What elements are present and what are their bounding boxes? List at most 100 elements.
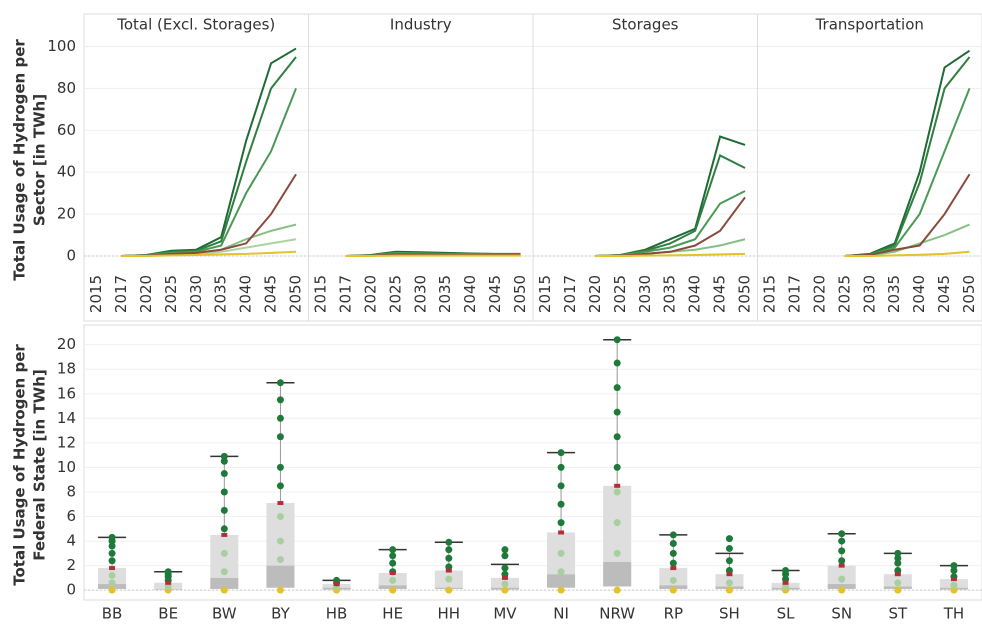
x-tick-label: RP	[664, 605, 683, 623]
data-point	[221, 587, 228, 594]
data-point	[558, 587, 565, 594]
x-tick-label: 2040	[686, 275, 704, 313]
facet-title: Transportation	[815, 16, 924, 34]
data-point	[894, 550, 901, 557]
data-point	[277, 482, 284, 489]
x-tick-label: TH	[943, 605, 964, 623]
data-point	[670, 550, 677, 557]
data-point	[445, 576, 452, 583]
x-tick-label: 2015	[536, 275, 554, 313]
data-point	[726, 545, 733, 552]
data-point	[221, 550, 228, 557]
box-lower	[266, 566, 294, 588]
data-point	[277, 587, 284, 594]
data-point	[277, 379, 284, 386]
x-tick-label: 2040	[461, 275, 479, 313]
data-point	[670, 540, 677, 547]
data-point	[277, 396, 284, 403]
x-tick-label: NI	[553, 605, 569, 623]
x-tick-label: SH	[719, 605, 740, 623]
data-point	[614, 519, 621, 526]
mean-mark	[558, 530, 564, 534]
data-point	[614, 488, 621, 495]
x-tick-label: HH	[438, 605, 461, 623]
mean-mark	[165, 581, 171, 585]
data-point	[558, 482, 565, 489]
x-tick-label: ST	[888, 605, 908, 623]
data-point	[445, 546, 452, 553]
data-point	[445, 555, 452, 562]
x-tick-label: 2030	[187, 275, 205, 313]
x-tick-label: BB	[102, 605, 123, 623]
data-point	[614, 384, 621, 391]
x-tick-label: 2030	[411, 275, 429, 313]
data-point	[501, 581, 508, 588]
y-tick-label: 14	[57, 409, 76, 427]
x-tick-label: 2045	[935, 275, 953, 313]
facet-title: Storages	[612, 16, 679, 34]
x-tick-label: 2030	[636, 275, 654, 313]
x-tick-label: 2020	[361, 275, 379, 313]
data-point	[614, 433, 621, 440]
data-point	[670, 577, 677, 584]
x-tick-label: 2025	[162, 275, 180, 313]
data-point	[838, 530, 845, 537]
x-tick-label: 2025	[386, 275, 404, 313]
y-tick-label: 18	[57, 360, 76, 378]
data-point	[838, 576, 845, 583]
x-tick-label: MV	[493, 605, 517, 623]
facet-title: Industry	[390, 16, 452, 34]
data-point	[277, 433, 284, 440]
x-tick-label: 2050	[736, 275, 754, 313]
data-point	[614, 336, 621, 343]
x-tick-label: BW	[212, 605, 237, 623]
x-tick-label: 2025	[835, 275, 853, 313]
y-tick-label: 2	[66, 556, 76, 574]
data-point	[501, 552, 508, 559]
data-point	[614, 409, 621, 416]
data-point	[501, 565, 508, 572]
data-point	[109, 550, 116, 557]
x-tick-label: BY	[271, 605, 290, 623]
mean-mark	[783, 581, 789, 585]
data-point	[894, 587, 901, 594]
y-tick-label: 16	[57, 384, 76, 402]
data-point	[109, 572, 116, 579]
x-tick-label: 2035	[885, 275, 903, 313]
box-lower	[547, 574, 575, 588]
mean-mark	[277, 501, 283, 505]
data-point	[165, 568, 172, 575]
x-tick-label: 2035	[436, 275, 454, 313]
data-point	[221, 507, 228, 514]
x-tick-label: 2050	[511, 275, 529, 313]
mean-mark	[502, 576, 508, 580]
x-tick-label: 2025	[611, 275, 629, 313]
mean-mark	[109, 566, 115, 570]
y-axis-title: Total Usage of Hydrogen per	[11, 344, 29, 586]
y-tick-label: 60	[57, 121, 76, 139]
data-point	[614, 587, 621, 594]
data-point	[389, 552, 396, 559]
data-point	[558, 501, 565, 508]
mean-mark	[390, 571, 396, 575]
data-point	[389, 560, 396, 567]
data-point	[558, 550, 565, 557]
y-tick-label: 100	[47, 37, 76, 55]
data-point	[558, 449, 565, 456]
x-tick-label: 2050	[287, 275, 305, 313]
data-point	[445, 539, 452, 546]
data-point	[277, 464, 284, 471]
x-tick-label: 2020	[586, 275, 604, 313]
x-tick-label: 2015	[311, 275, 329, 313]
x-tick-label: SL	[777, 605, 796, 623]
x-tick-label: NRW	[599, 605, 635, 623]
mean-mark	[446, 569, 452, 573]
x-tick-label: 2045	[262, 275, 280, 313]
x-tick-label: 2015	[760, 275, 778, 313]
x-tick-label: SN	[831, 605, 852, 623]
y-tick-label: 12	[57, 433, 76, 451]
data-point	[277, 556, 284, 563]
x-tick-label: 2017	[561, 275, 579, 313]
x-tick-label: 2017	[336, 275, 354, 313]
mean-mark	[614, 484, 620, 488]
